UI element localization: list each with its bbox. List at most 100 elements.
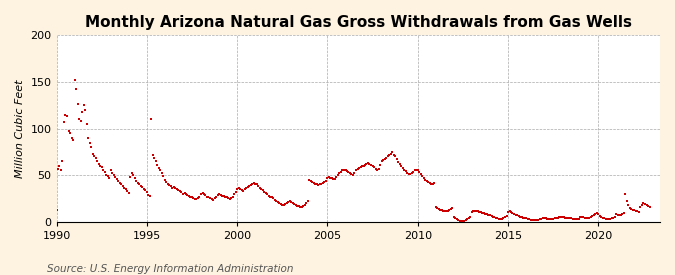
- Point: [534, 217, 545, 221]
- Point: [563, 216, 574, 220]
- Point: [158, 174, 169, 178]
- Point: [557, 215, 568, 219]
- Point: [132, 180, 143, 185]
- Point: [137, 185, 148, 189]
- Point: [104, 176, 115, 180]
- Point: [229, 192, 240, 196]
- Point: [513, 214, 524, 218]
- Point: [504, 209, 515, 214]
- Point: [57, 159, 68, 163]
- Point: [225, 196, 236, 201]
- Point: [119, 186, 130, 190]
- Point: [385, 152, 396, 156]
- Point: [316, 181, 327, 186]
- Point: [171, 187, 182, 191]
- Point: [352, 166, 363, 171]
- Point: [117, 184, 128, 188]
- Point: [274, 201, 285, 205]
- Point: [205, 196, 215, 201]
- Point: [397, 166, 408, 170]
- Point: [637, 203, 647, 207]
- Point: [572, 217, 583, 221]
- Point: [230, 190, 241, 194]
- Point: [569, 217, 580, 221]
- Point: [323, 175, 334, 179]
- Point: [400, 169, 411, 174]
- Point: [602, 217, 613, 221]
- Point: [163, 181, 173, 186]
- Point: [126, 171, 137, 175]
- Point: [298, 204, 308, 208]
- Point: [343, 170, 354, 175]
- Point: [143, 192, 154, 197]
- Point: [92, 159, 103, 163]
- Point: [408, 170, 418, 175]
- Point: [125, 175, 136, 179]
- Point: [566, 216, 576, 220]
- Point: [471, 208, 482, 213]
- Point: [173, 188, 184, 192]
- Point: [151, 159, 161, 163]
- Point: [281, 201, 292, 205]
- Point: [462, 217, 472, 221]
- Point: [209, 196, 220, 201]
- Point: [542, 217, 553, 221]
- Point: [508, 212, 519, 216]
- Point: [217, 193, 227, 198]
- Point: [60, 112, 71, 117]
- Point: [468, 209, 479, 214]
- Point: [643, 204, 653, 208]
- Point: [188, 196, 199, 201]
- Point: [71, 87, 82, 92]
- Point: [146, 117, 157, 121]
- Point: [302, 199, 313, 204]
- Point: [601, 217, 612, 221]
- Point: [420, 178, 431, 182]
- Point: [605, 217, 616, 221]
- Point: [89, 154, 100, 159]
- Point: [301, 201, 312, 205]
- Point: [311, 182, 322, 187]
- Point: [539, 216, 549, 220]
- Point: [321, 178, 331, 183]
- Point: [342, 169, 352, 174]
- Point: [367, 164, 378, 168]
- Point: [304, 178, 315, 182]
- Point: [51, 207, 62, 212]
- Point: [83, 136, 94, 140]
- Point: [475, 210, 486, 214]
- Point: [381, 156, 392, 161]
- Point: [190, 197, 200, 202]
- Point: [339, 167, 350, 172]
- Point: [84, 140, 95, 145]
- Point: [596, 215, 607, 219]
- Point: [140, 188, 151, 192]
- Point: [626, 207, 637, 211]
- Point: [307, 180, 318, 184]
- Point: [361, 162, 372, 166]
- Point: [98, 167, 109, 172]
- Point: [227, 194, 238, 199]
- Point: [101, 173, 111, 177]
- Point: [296, 205, 307, 209]
- Point: [399, 167, 410, 172]
- Point: [348, 173, 358, 177]
- Point: [155, 168, 166, 173]
- Point: [460, 218, 471, 222]
- Point: [439, 209, 450, 214]
- Point: [551, 216, 562, 220]
- Point: [211, 194, 221, 199]
- Point: [389, 154, 400, 159]
- Point: [87, 152, 98, 156]
- Point: [558, 215, 569, 219]
- Point: [396, 164, 406, 168]
- Point: [610, 215, 620, 219]
- Point: [556, 215, 566, 219]
- Point: [248, 180, 259, 185]
- Point: [587, 214, 597, 218]
- Point: [212, 192, 223, 197]
- Point: [138, 187, 149, 191]
- Point: [516, 215, 527, 219]
- Point: [175, 189, 186, 193]
- Point: [481, 212, 492, 216]
